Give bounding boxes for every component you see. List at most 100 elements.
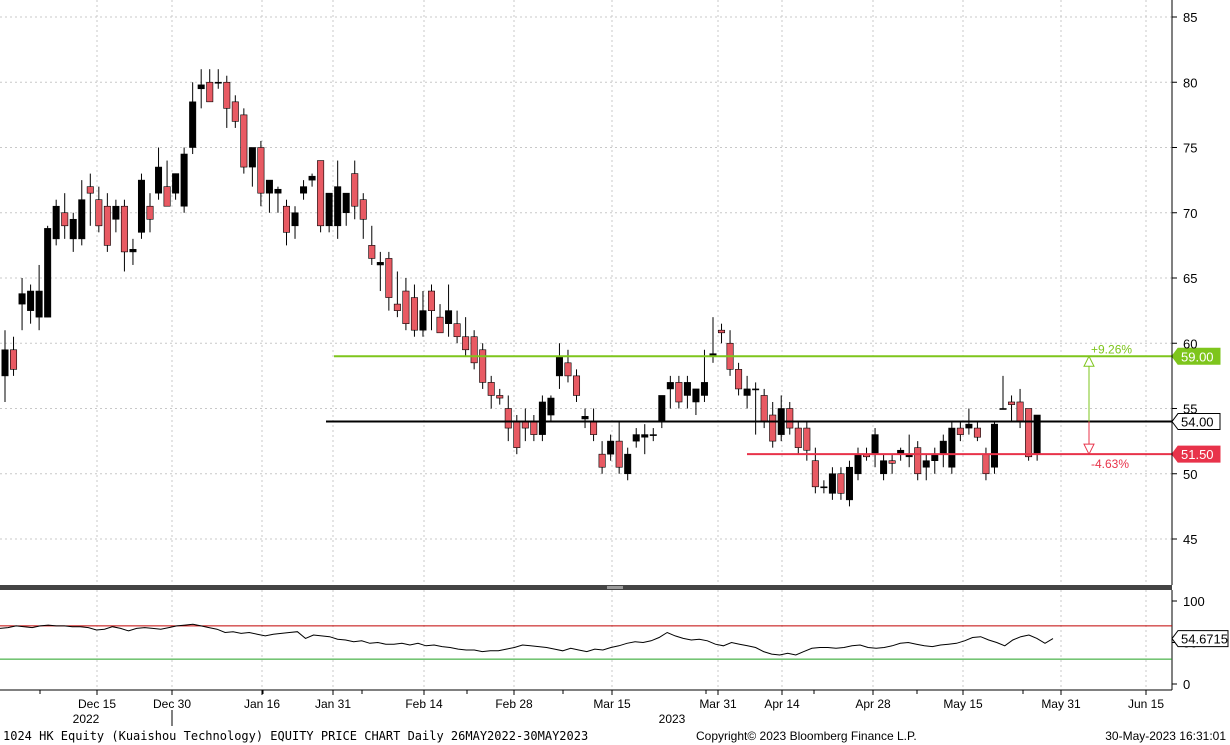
up-change-label: +9.26% <box>1091 342 1132 356</box>
candle-body <box>342 192 350 214</box>
candle-body <box>1 349 9 377</box>
footer-security-description: 1024 HK Equity (Kuaishou Technology) EQU… <box>3 729 589 743</box>
year-label: 2022 <box>73 712 100 726</box>
down-change-label: -4.63% <box>1091 457 1129 471</box>
candle-body <box>504 408 512 429</box>
candle-body <box>854 453 862 475</box>
candle-body <box>436 316 444 334</box>
candle-body <box>615 440 623 468</box>
candle-body <box>402 290 410 324</box>
level-lines: 59.00 54.00 51.50 +9.26% -4.63% <box>326 342 1221 471</box>
candle-body <box>61 212 69 227</box>
x-tick-label: Feb 14 <box>405 697 443 711</box>
candle-body <box>257 147 265 194</box>
y-tick-label: 65 <box>1183 271 1197 286</box>
candle-body <box>368 245 376 259</box>
candle-body <box>146 205 154 220</box>
candle-body <box>828 473 836 494</box>
candle-body <box>325 192 333 227</box>
candle-body <box>231 101 239 122</box>
candle-body <box>718 329 726 334</box>
candle-body <box>649 434 657 436</box>
pane-divider[interactable] <box>0 585 1172 590</box>
candle-body <box>189 101 197 148</box>
candle-body <box>538 401 546 435</box>
candle-body <box>376 262 384 266</box>
oscillator-pane: 05010054.6715 <box>0 590 1229 692</box>
candle-body <box>948 427 956 468</box>
candle-body <box>265 179 273 194</box>
candle-body <box>95 199 103 227</box>
y-tick-label: 45 <box>1183 532 1197 547</box>
candle-body <box>129 248 137 253</box>
candle-body <box>282 205 290 233</box>
y-tick-label: 55 <box>1183 402 1197 417</box>
pane-resize-handle[interactable] <box>607 586 623 589</box>
candle-body <box>52 205 60 240</box>
candle-body <box>581 416 589 420</box>
candle-body <box>965 423 973 429</box>
price-axis: 45 50 55 60 65 70 75 80 85 <box>1171 0 1197 585</box>
candles <box>1 69 1041 507</box>
level-price-tag <box>1171 413 1221 431</box>
level-price-tag <box>1171 445 1221 463</box>
candle-body <box>410 297 418 331</box>
candle-body <box>743 388 751 396</box>
candle-body <box>103 205 111 246</box>
candle-body <box>248 147 256 168</box>
candle-body <box>214 81 222 84</box>
candle-body <box>513 421 521 448</box>
y-tick-label: 80 <box>1183 75 1197 90</box>
candle-body <box>735 369 743 390</box>
candle-body <box>44 228 52 318</box>
y-tick-label: 70 <box>1183 206 1197 221</box>
gridlines <box>0 0 1172 690</box>
candle-body <box>939 440 947 455</box>
candle-body <box>700 382 708 396</box>
candle-body <box>496 395 504 399</box>
year-label: 2023 <box>659 712 686 726</box>
footer-timestamp: 30-May-2023 16:31:01 <box>1105 729 1226 743</box>
candle-body <box>385 258 393 298</box>
candle-body <box>334 186 342 227</box>
candle-body <box>240 114 248 168</box>
x-tick-label: May 15 <box>943 697 983 711</box>
candle-body <box>888 460 896 464</box>
candle-body <box>351 173 359 207</box>
candle-body <box>914 447 922 475</box>
candle-body <box>453 323 461 338</box>
osc-last-value-label: 54.6715 <box>1181 632 1228 647</box>
candle-body <box>973 427 981 438</box>
candle-body <box>10 349 18 370</box>
candle-body <box>172 173 180 194</box>
candle-body <box>530 421 538 435</box>
osc-y-tick-label: 100 <box>1183 594 1205 609</box>
candle-body <box>69 218 77 240</box>
candle-body <box>120 205 128 253</box>
candle-body <box>206 81 214 103</box>
candle-body <box>300 186 308 194</box>
y-tick-label: 50 <box>1183 467 1197 482</box>
candle-body <box>18 293 26 305</box>
level-price-tag <box>1171 347 1221 365</box>
candle-body <box>163 186 171 207</box>
candle-body <box>752 388 760 391</box>
candle-body <box>573 375 581 396</box>
candle-body <box>1008 401 1016 405</box>
candle-body <box>393 303 401 311</box>
candle-body <box>675 382 683 403</box>
x-tick-label: Feb 28 <box>495 697 533 711</box>
time-axis: Dec 15 Dec 30 Jan 16 Jan 31 Feb 14 Feb 28 Mar … <box>0 689 1172 726</box>
candle-body <box>86 186 94 194</box>
candle-body <box>427 290 435 311</box>
candle-body <box>811 460 819 488</box>
up-arrow-head <box>1083 355 1095 367</box>
candle-body <box>445 310 453 324</box>
candle-body <box>470 336 478 364</box>
candle-body <box>590 421 598 435</box>
candle-body <box>317 160 325 227</box>
candle-body <box>880 460 888 475</box>
footer-copyright: Copyright© 2023 Bloomberg Finance L.P. <box>696 729 917 743</box>
candle-body <box>155 166 163 194</box>
y-tick-label: 75 <box>1183 141 1197 156</box>
